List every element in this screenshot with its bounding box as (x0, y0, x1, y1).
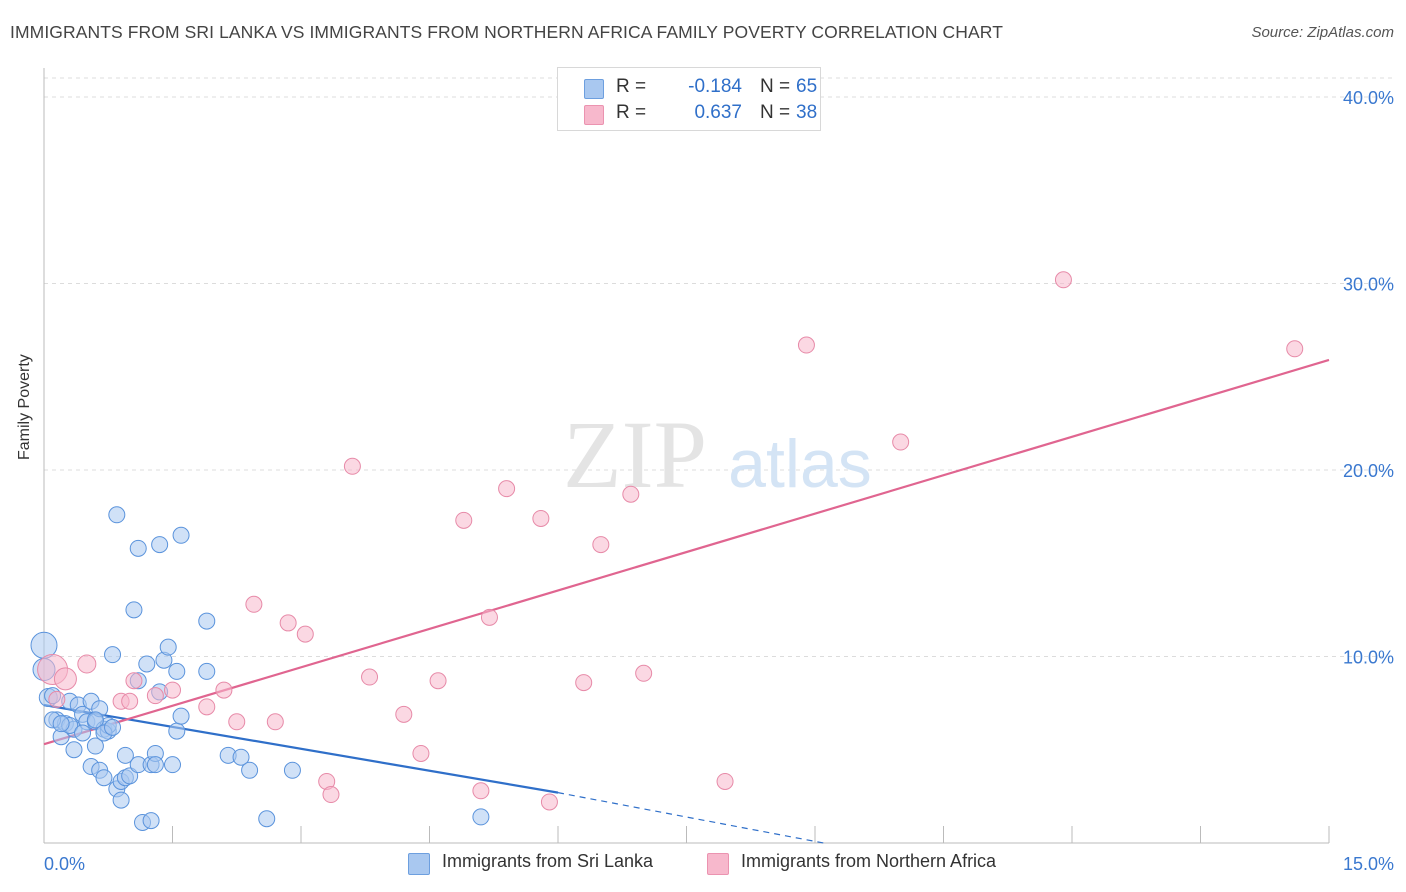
y-tick-label: 30.0% (1343, 275, 1394, 295)
grid-lines (44, 77, 1394, 657)
data-points (30, 271, 1304, 831)
point-sri-lanka (159, 638, 177, 656)
r-value: 0.637 (694, 102, 742, 123)
point-northern-africa (245, 595, 263, 613)
point-sri-lanka (172, 526, 190, 544)
point-sri-lanka (283, 761, 301, 779)
point-northern-africa (164, 681, 181, 699)
point-northern-africa (266, 713, 284, 731)
point-northern-africa (322, 786, 340, 804)
point-northern-africa (892, 433, 910, 451)
tick-labels: 10.0% 20.0% 30.0% 40.0% 0.0% 15.0% (44, 88, 1394, 874)
n-value: 65 (796, 76, 818, 97)
point-northern-africa (429, 672, 447, 690)
legend-label: Immigrants from Northern Africa (741, 851, 997, 871)
point-sri-lanka (258, 810, 276, 828)
axes (43, 68, 1330, 844)
point-northern-africa (198, 698, 216, 716)
point-sri-lanka (146, 756, 164, 774)
point-sri-lanka (129, 539, 147, 557)
point-northern-africa (635, 664, 653, 682)
r-label: R = (616, 102, 647, 123)
point-northern-africa (498, 480, 516, 498)
point-northern-africa (716, 772, 734, 790)
n-label: N = (760, 102, 791, 123)
point-sri-lanka (121, 767, 139, 785)
point-northern-africa (1286, 340, 1304, 358)
point-sri-lanka (108, 506, 126, 524)
source-label[interactable]: Source: ZipAtlas.com (1251, 24, 1394, 41)
point-northern-africa (532, 509, 550, 527)
point-sri-lanka (112, 791, 130, 809)
point-northern-africa (228, 713, 246, 731)
point-northern-africa (125, 672, 143, 690)
point-sri-lanka (151, 536, 169, 554)
point-sri-lanka (125, 601, 143, 619)
point-northern-africa (480, 608, 498, 626)
point-sri-lanka (198, 612, 216, 630)
point-northern-africa (77, 654, 97, 674)
stats-swatch-sri-lanka (584, 79, 604, 99)
r-value: -0.184 (688, 76, 742, 97)
point-northern-africa (395, 705, 413, 723)
point-sri-lanka (104, 718, 122, 736)
point-sri-lanka (52, 715, 70, 733)
watermark-atlas: atlas (728, 426, 872, 502)
point-northern-africa (622, 485, 640, 503)
point-sri-lanka (95, 769, 113, 787)
point-sri-lanka (198, 662, 216, 680)
point-northern-africa (540, 793, 558, 811)
point-sri-lanka (168, 662, 186, 680)
point-northern-africa (797, 336, 815, 354)
trend-line-northern-africa (43, 358, 1330, 746)
legend-swatch-northern-africa (707, 853, 729, 875)
point-sri-lanka (164, 756, 181, 774)
chart-title: IMMIGRANTS FROM SRI LANKA VS IMMIGRANTS … (10, 22, 1003, 42)
point-sri-lanka (86, 711, 104, 729)
point-sri-lanka (168, 722, 186, 740)
point-northern-africa (279, 614, 297, 632)
point-sri-lanka (172, 707, 190, 725)
point-sri-lanka (472, 808, 490, 826)
n-value: 38 (796, 102, 818, 123)
point-sri-lanka (116, 746, 134, 764)
point-northern-africa (455, 511, 473, 529)
point-northern-africa (215, 681, 233, 699)
point-northern-africa (146, 687, 164, 705)
trend-lines (43, 358, 1330, 844)
point-sri-lanka (74, 724, 92, 742)
point-northern-africa (121, 692, 139, 710)
legend-label: Immigrants from Sri Lanka (442, 851, 654, 871)
point-sri-lanka (65, 741, 83, 759)
point-sri-lanka (232, 748, 250, 766)
correlation-stats-box: R = -0.184 N = 65 R = 0.637 N = 38 (557, 67, 821, 131)
point-northern-africa (53, 667, 77, 691)
point-sri-lanka (104, 646, 122, 664)
point-sri-lanka (241, 761, 259, 779)
point-northern-africa (343, 457, 361, 475)
x-tick-label: 0.0% (44, 854, 85, 874)
point-sri-lanka (86, 737, 104, 755)
point-northern-africa (361, 668, 379, 686)
legend-swatch-sri-lanka (408, 853, 430, 875)
point-northern-africa (296, 625, 314, 643)
point-northern-africa (575, 674, 593, 692)
y-axis-label: Family Poverty (16, 354, 33, 460)
point-northern-africa (472, 782, 490, 800)
y-tick-label: 20.0% (1343, 461, 1394, 481)
point-sri-lanka (138, 655, 156, 673)
y-tick-label: 10.0% (1343, 648, 1394, 668)
trend-extension-sri-lanka (557, 792, 824, 844)
point-sri-lanka (142, 812, 160, 830)
point-northern-africa (1054, 271, 1072, 289)
n-label: N = (760, 76, 791, 97)
point-northern-africa (592, 536, 610, 554)
point-northern-africa (48, 690, 66, 708)
point-northern-africa (412, 744, 430, 762)
y-tick-label: 40.0% (1343, 88, 1394, 108)
x-tick-label: 15.0% (1343, 854, 1394, 874)
r-label: R = (616, 76, 647, 97)
stats-swatch-northern-africa (584, 105, 604, 125)
